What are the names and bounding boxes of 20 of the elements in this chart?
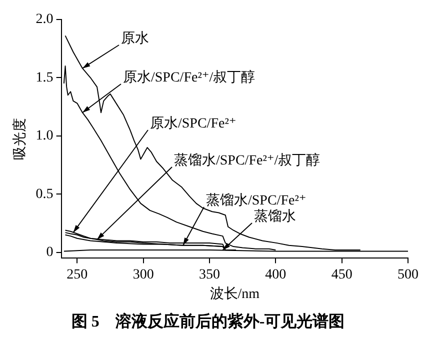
x-tick-label: 500 [398,267,418,282]
y-tick-label: 1.5 [36,70,54,86]
x-tick-label: 300 [132,267,154,282]
y-tick-label: 1.0 [36,128,54,144]
annotation: 蒸馏水/SPC/Fe²⁺/叔丁醇 [174,152,320,169]
y-tick-label: 0 [46,245,54,260]
y-tick-label: 2.0 [36,12,54,28]
x-tick-label: 350 [199,267,220,282]
annotation: 原水 [121,30,149,47]
x-tick-label: 450 [331,267,352,282]
y-tick-label: 0.5 [36,186,54,202]
text: 图 5 溶液反应前后的紫外-可见光谱图 [71,312,345,331]
annotation: 原水/SPC/Fe²⁺/叔丁醇 [123,70,256,86]
x-axis-title: 波长/nm [210,286,260,302]
x-tick-label: 250 [66,267,88,282]
annotation: 蒸馏水 [254,208,296,225]
y-axis-title: 吸光度 [12,118,28,160]
x-tick-label: 400 [265,267,286,282]
annotation: 原水/SPC/Fe²⁺ [150,116,236,132]
annotation: 蒸馏水/SPC/Fe²⁺ [206,192,306,209]
